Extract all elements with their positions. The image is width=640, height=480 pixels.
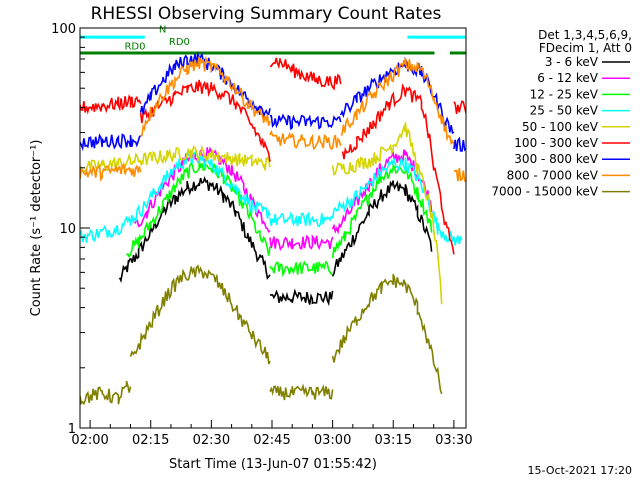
legend-label: 800 - 7000 keV — [507, 168, 599, 182]
status-bars — [80, 35, 466, 55]
legend-label: 100 - 300 keV — [514, 136, 598, 150]
series-segment — [80, 144, 271, 175]
x-tick-label: 03:15 — [375, 433, 412, 448]
legend-label: 6 - 12 keV — [537, 71, 599, 85]
x-tick-label: 02:15 — [132, 433, 169, 448]
series-segment — [269, 129, 342, 151]
legend-header-line2: FDecim 1, Att 0 — [539, 41, 632, 55]
series-segment — [331, 180, 433, 277]
x-tick-label: 03:30 — [435, 433, 472, 448]
x-axis-label: Start Time (13-Jun-07 01:55:42) — [169, 457, 377, 472]
y-tick-label: 1 — [68, 422, 76, 437]
series-segment — [341, 83, 455, 255]
series-12-25keV-kev — [126, 160, 433, 278]
series-segment — [453, 136, 466, 152]
series-800-7000keV-kev — [80, 55, 466, 183]
series-100-300keV-kev — [80, 57, 466, 255]
series-segment — [80, 94, 142, 115]
annotation-rd0: RD0 — [124, 42, 145, 53]
legend-label: 50 - 100 keV — [522, 120, 599, 134]
series-segment — [269, 211, 334, 228]
series-segment — [269, 288, 334, 307]
y-axis-label: Count Rate (s⁻¹ detector⁻¹) — [29, 140, 44, 317]
legend: Det 1,3,4,5,6,9, FDecim 1, Att 0 3 - 6 k… — [491, 28, 632, 199]
x-tick-label: 02:00 — [71, 433, 108, 448]
y-tick-label: 10 — [59, 222, 76, 237]
annotation-n: N — [159, 24, 166, 35]
series-segment — [139, 79, 271, 162]
annotation-rd0: RD0 — [169, 37, 190, 48]
series-segment — [80, 150, 271, 243]
x-tick-label: 03:00 — [314, 433, 351, 448]
series-segment — [331, 157, 463, 246]
series-segment — [269, 383, 334, 401]
y-axis: 1 10 100 — [51, 22, 90, 437]
series-segment — [453, 167, 466, 183]
series-segment — [129, 264, 271, 365]
series-segment — [331, 122, 443, 305]
y-tick-label: 100 — [51, 22, 76, 37]
series-segment — [118, 175, 271, 284]
series-25-50keV-kev — [80, 150, 463, 246]
x-axis: 02:00 02:15 02:30 02:45 03:00 03:15 03:30 — [71, 420, 473, 448]
series-7000-15000keV-kev — [80, 264, 443, 406]
legend-label: 7000 - 15000 keV — [491, 185, 598, 199]
legend-header-line1: Det 1,3,4,5,6,9, — [538, 28, 632, 42]
series-segment — [80, 163, 142, 182]
legend-label: 25 - 50 keV — [530, 104, 599, 118]
series-layer — [80, 51, 466, 406]
series-segment — [80, 380, 132, 406]
chart-title: RHESSI Observing Summary Count Rates — [91, 4, 442, 24]
series-segment — [340, 57, 455, 146]
series-segment — [331, 273, 443, 395]
series-3-6keV-kev — [118, 175, 433, 307]
series-segment — [140, 55, 271, 137]
series-50-100keV-kev — [80, 122, 443, 305]
series-segment — [126, 160, 271, 259]
x-tick-label: 02:30 — [193, 433, 230, 448]
series-segment — [453, 100, 466, 115]
plot-frame — [79, 27, 467, 429]
series-segment — [80, 133, 142, 152]
series-segment — [269, 260, 333, 278]
legend-label: 300 - 800 keV — [514, 152, 598, 166]
legend-label: 3 - 6 keV — [545, 55, 599, 69]
legend-label: 12 - 25 keV — [530, 87, 599, 101]
x-tick-label: 02:45 — [253, 433, 290, 448]
series-segment — [331, 162, 433, 259]
footer-timestamp: 15-Oct-2021 17:20 — [528, 464, 632, 477]
series-segment — [269, 234, 334, 252]
series-segment — [269, 113, 342, 131]
series-segment — [269, 57, 342, 91]
